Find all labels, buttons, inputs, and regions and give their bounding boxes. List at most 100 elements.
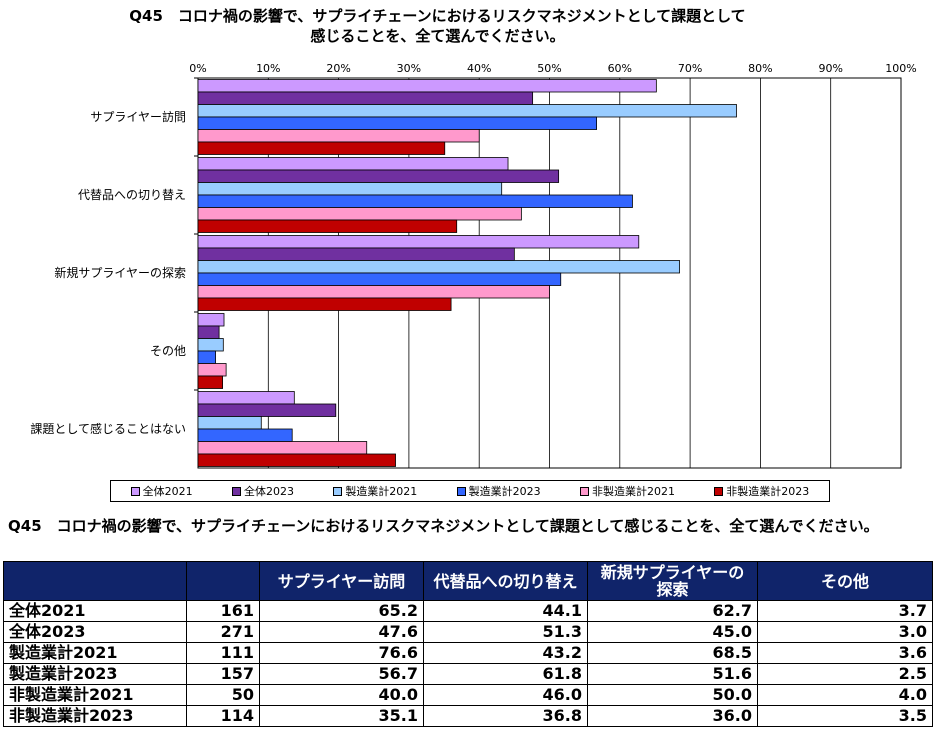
header-n bbox=[186, 561, 260, 601]
x-tick-label: 10% bbox=[256, 62, 280, 75]
bar bbox=[197, 297, 452, 311]
legend-swatch-5 bbox=[714, 486, 724, 496]
bar bbox=[197, 169, 560, 183]
category-label: 代替品への切り替え bbox=[78, 188, 186, 202]
bar bbox=[197, 194, 633, 208]
header-substitute: 代替品への切り替え bbox=[423, 561, 588, 601]
row-value: 35.1 bbox=[259, 705, 424, 727]
table-title: Q45 コロナ禍の影響で、サプライチェーンにおけるリスクマネジメントとして課題と… bbox=[8, 517, 879, 535]
row-label: 全体2021 bbox=[3, 600, 187, 622]
legend-label-1: 全体2023 bbox=[243, 485, 294, 498]
bar bbox=[197, 91, 534, 105]
table-row: 非製造業計2023 114 35.1 36.8 36.0 3.5 bbox=[3, 705, 933, 727]
row-value: 61.8 bbox=[423, 663, 588, 685]
row-value: 47.6 bbox=[259, 621, 424, 643]
chart-title-line1: Q45 コロナ禍の影響で、サプライチェーンにおけるリスクマネジメントとして課題と… bbox=[129, 7, 746, 25]
bar bbox=[197, 375, 224, 389]
row-n: 271 bbox=[186, 621, 260, 643]
row-value: 45.0 bbox=[587, 621, 758, 643]
header-supplier-visit: サプライヤー訪問 bbox=[259, 561, 424, 601]
legend-item-2: 製造業計2021 bbox=[333, 483, 417, 499]
legend-swatch-1 bbox=[231, 486, 241, 496]
table-header-row: サプライヤー訪問 代替品への切り替え 新規サプライヤーの探索 その他 bbox=[3, 561, 933, 601]
bar bbox=[197, 104, 737, 118]
row-n: 50 bbox=[186, 684, 260, 706]
row-value: 36.8 bbox=[423, 705, 588, 727]
row-value: 56.7 bbox=[259, 663, 424, 685]
category-label: サプライヤー訪問 bbox=[90, 109, 186, 124]
bar bbox=[197, 219, 458, 233]
legend-label-0: 全体2021 bbox=[142, 485, 193, 498]
bar bbox=[197, 313, 225, 327]
legend-label-4: 非製造業計2021 bbox=[591, 485, 675, 498]
x-tick-label: 90% bbox=[818, 62, 842, 75]
legend-swatch-3 bbox=[456, 486, 466, 496]
data-table: サプライヤー訪問 代替品への切り替え 新規サプライヤーの探索 その他 全体202… bbox=[3, 561, 933, 727]
bar-chart: 0% 10% 20% 30% 40% 50% 60% 70% 80% 90% 100% サプライヤー訪… bbox=[30, 62, 917, 469]
bar bbox=[197, 235, 640, 249]
x-tick-label: 0% bbox=[189, 62, 206, 75]
x-tick-label: 30% bbox=[397, 62, 421, 75]
header-label bbox=[3, 561, 187, 601]
row-n: 114 bbox=[186, 705, 260, 727]
x-tick-label: 20% bbox=[326, 62, 350, 75]
header-other: その他 bbox=[757, 561, 933, 601]
x-tick-label: 100% bbox=[885, 62, 916, 75]
row-value: 76.6 bbox=[259, 642, 424, 664]
row-value: 68.5 bbox=[587, 642, 758, 664]
legend-label-2: 製造業計2021 bbox=[345, 485, 418, 498]
table-row: 全体2023 271 47.6 51.3 45.0 3.0 bbox=[3, 621, 933, 643]
row-n: 157 bbox=[186, 663, 260, 685]
bar bbox=[197, 272, 562, 286]
row-value: 51.6 bbox=[587, 663, 758, 685]
category-label: 新規サプライヤーの探索 bbox=[54, 265, 186, 280]
bar bbox=[197, 391, 295, 405]
row-value: 51.3 bbox=[423, 621, 588, 643]
x-tick-label: 40% bbox=[467, 62, 491, 75]
table-row: 製造業計2021 111 76.6 43.2 68.5 3.6 bbox=[3, 642, 933, 664]
bar bbox=[197, 441, 368, 455]
header-new-supplier: 新規サプライヤーの探索 bbox=[587, 561, 758, 601]
bar bbox=[197, 428, 293, 442]
row-value: 65.2 bbox=[259, 600, 424, 622]
bar bbox=[197, 338, 224, 352]
table-row: 非製造業計2021 50 40.0 46.0 50.0 4.0 bbox=[3, 684, 933, 706]
row-value: 62.7 bbox=[587, 600, 758, 622]
chart-title-line2: 感じることを、全て選んでください。 bbox=[310, 27, 565, 45]
row-label: 全体2023 bbox=[3, 621, 187, 643]
x-tick-label: 60% bbox=[608, 62, 632, 75]
table-row: 全体2021 161 65.2 44.1 62.7 3.7 bbox=[3, 600, 933, 622]
bar bbox=[197, 260, 680, 274]
bar bbox=[197, 157, 509, 171]
row-value: 43.2 bbox=[423, 642, 588, 664]
bar bbox=[197, 416, 262, 430]
row-n: 111 bbox=[186, 642, 260, 664]
legend-item-5: 非製造業計2023 bbox=[714, 483, 809, 499]
bar bbox=[197, 129, 480, 143]
legend-label-3: 製造業計2023 bbox=[468, 485, 541, 498]
bar bbox=[197, 350, 216, 364]
legend-item-3: 製造業計2023 bbox=[456, 483, 541, 499]
row-label: 非製造業計2021 bbox=[3, 684, 187, 706]
bar bbox=[197, 403, 337, 417]
bar bbox=[197, 285, 550, 299]
bar bbox=[197, 79, 657, 93]
legend-item-4: 非製造業計2021 bbox=[579, 483, 675, 499]
x-tick-label: 70% bbox=[678, 62, 702, 75]
legend-swatch-0 bbox=[130, 486, 140, 496]
row-value: 50.0 bbox=[587, 684, 758, 706]
row-value: 3.7 bbox=[757, 600, 933, 622]
row-label: 非製造業計2023 bbox=[3, 705, 187, 727]
bar bbox=[197, 247, 515, 261]
legend-item-1: 全体2023 bbox=[231, 483, 294, 499]
legend-swatch-4 bbox=[579, 486, 589, 496]
table-row: 製造業計2023 157 56.7 61.8 51.6 2.5 bbox=[3, 663, 933, 685]
row-value: 44.1 bbox=[423, 600, 588, 622]
row-value: 46.0 bbox=[423, 684, 588, 706]
row-value: 3.6 bbox=[757, 642, 933, 664]
legend-item-0: 全体2021 bbox=[130, 483, 193, 499]
row-label: 製造業計2021 bbox=[3, 642, 187, 664]
x-tick-label: 80% bbox=[748, 62, 772, 75]
row-value: 36.0 bbox=[587, 705, 758, 727]
x-tick-label: 50% bbox=[537, 62, 561, 75]
